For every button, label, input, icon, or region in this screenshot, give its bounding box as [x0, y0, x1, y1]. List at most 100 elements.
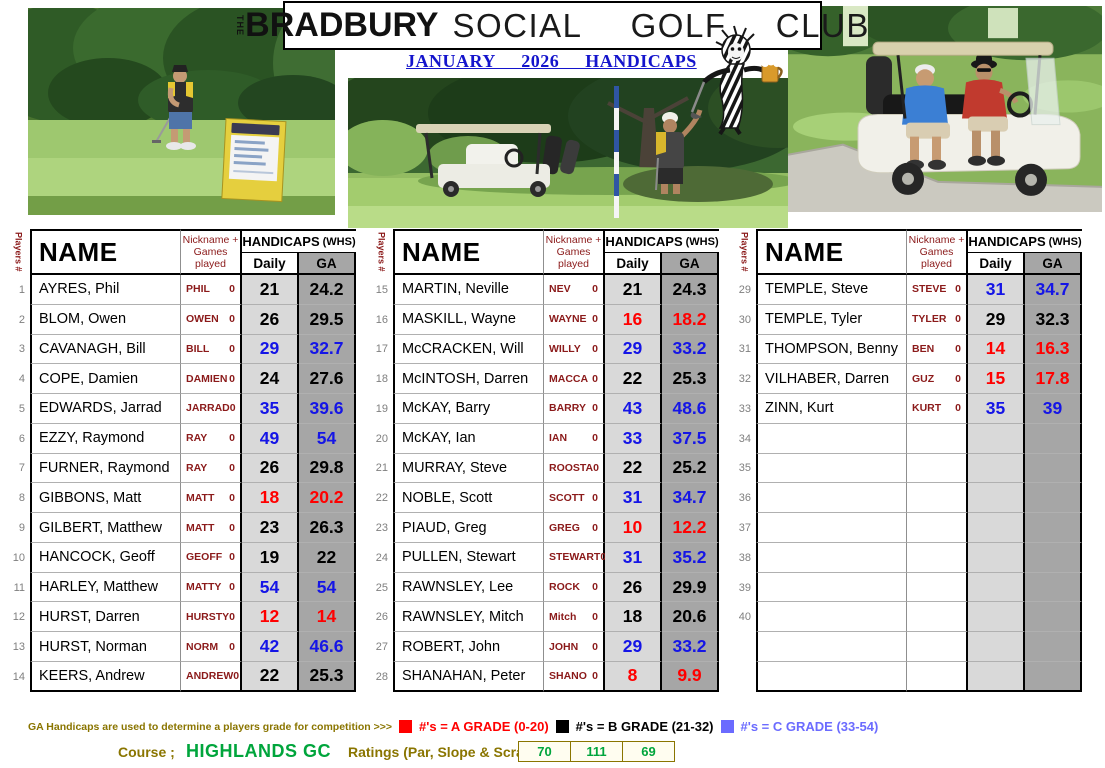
games-played-count: 0 — [955, 313, 961, 326]
ga-column-header: GA — [1025, 253, 1082, 275]
player-nickname: KURT — [912, 402, 942, 415]
player-nickname-cell: MACCA 0 — [544, 364, 605, 395]
ga-column-header: GA — [662, 253, 719, 275]
a-grade-label: #'s = A GRADE (0-20) — [419, 719, 549, 734]
players-number-header: Players # — [376, 232, 387, 272]
games-played-count: 0 — [955, 283, 961, 296]
player-nickname-cell: OWEN 0 — [181, 304, 242, 335]
ga-handicap-value: 22 — [299, 542, 356, 573]
ga-handicap-value — [1025, 453, 1082, 484]
player-number: 29 — [738, 283, 751, 296]
player-name: McINTOSH, Darren — [393, 364, 544, 395]
player-nickname: ROOSTA — [549, 461, 594, 474]
player-nickname: IAN — [549, 432, 568, 445]
handicaps-header: HANDICAPS (WHS) — [242, 229, 356, 253]
handicap-tables: Players # NAME Nickname + Games played H… — [6, 229, 1082, 692]
player-nickname-cell: TYLER 0 — [907, 304, 968, 335]
player-nickname-cell: BILL 0 — [181, 334, 242, 365]
player-number: 39 — [738, 581, 751, 594]
daily-handicap-value: 16 — [605, 304, 662, 335]
ga-handicap-value: 25.3 — [662, 364, 719, 395]
month-handicaps-subtitle: JANUARY 2026 HANDICAPS — [406, 51, 697, 71]
player-name: McCRACKEN, Will — [393, 334, 544, 365]
daily-column-header: Daily — [605, 253, 662, 275]
slope-rating: 111 — [570, 742, 622, 761]
games-played-count: 0 — [592, 640, 598, 653]
player-nickname: HURSTY — [186, 610, 230, 623]
ga-handicap-value: 33.2 — [662, 334, 719, 365]
player-number: 33 — [738, 402, 751, 415]
player-number: 40 — [738, 611, 751, 624]
games-played-count: 0 — [955, 402, 961, 415]
ga-handicap-value: 17.8 — [1025, 364, 1082, 395]
ga-handicap-value: 18.2 — [662, 304, 719, 335]
ratings-boxes: 70 111 69 — [518, 741, 675, 762]
handicap-table-3: Players # NAME Nickname + Games played H… — [732, 229, 1082, 692]
games-played-count: 0 — [592, 432, 598, 445]
ga-handicap-value: 32.3 — [1025, 304, 1082, 335]
player-number: 21 — [375, 462, 388, 475]
player-nickname-cell: WILLY 0 — [544, 334, 605, 365]
daily-handicap-value: 43 — [605, 394, 662, 424]
par-rating: 70 — [537, 744, 552, 759]
player-number: 11 — [13, 581, 25, 594]
daily-handicap-value: 31 — [605, 542, 662, 573]
player-nickname: TYLER — [912, 313, 947, 326]
ga-handicap-value: 12.2 — [662, 513, 719, 543]
player-nickname-cell: RAY 0 — [181, 423, 242, 454]
games-played-count: 0 — [592, 610, 598, 623]
player-nickname: MATT — [186, 491, 215, 504]
ga-handicap-value: 29.8 — [299, 453, 356, 484]
daily-handicap-value: 23 — [242, 513, 299, 543]
daily-handicap-value: 24 — [242, 364, 299, 395]
player-nickname-cell: SCOTT 0 — [544, 483, 605, 514]
player-nickname-cell — [907, 661, 968, 692]
ga-handicap-value: 26.3 — [299, 513, 356, 543]
player-nickname: DAMIEN — [186, 372, 228, 385]
player-nickname-cell: KURT 0 — [907, 394, 968, 424]
player-name: GILBERT, Matthew — [30, 513, 181, 543]
player-nickname: ANDREW — [186, 669, 234, 682]
daily-handicap-value — [968, 483, 1025, 514]
daily-handicap-value: 18 — [605, 602, 662, 633]
title-the: THE — [235, 15, 246, 36]
daily-handicap-value: 14 — [968, 334, 1025, 365]
player-nickname-cell — [907, 423, 968, 454]
games-played-count: 0 — [593, 461, 599, 474]
games-played-count: 0 — [229, 432, 235, 445]
games-played-count: 0 — [229, 521, 235, 534]
player-nickname: NEV — [549, 283, 571, 296]
ga-handicap-value: 24.3 — [662, 275, 719, 305]
player-nickname-cell: STEWART 0 — [544, 542, 606, 573]
player-number: 20 — [375, 432, 388, 445]
player-nickname: JARRAD — [186, 402, 230, 415]
daily-handicap-value: 35 — [242, 394, 299, 424]
games-played-count: 0 — [592, 669, 598, 682]
daily-handicap-value — [968, 632, 1025, 662]
daily-column-header: Daily — [968, 253, 1025, 275]
course-label: Course ; — [118, 744, 175, 760]
games-played-count: 0 — [592, 372, 598, 385]
ga-handicap-value: 14 — [299, 602, 356, 633]
daily-handicap-value: 31 — [605, 483, 662, 514]
player-number: 37 — [738, 522, 751, 534]
handicaps-header: HANDICAPS (WHS) — [605, 229, 719, 253]
player-number: 4 — [18, 373, 25, 386]
games-played-count: 0 — [592, 313, 598, 326]
title-bradbury: BRADBURY — [245, 6, 439, 44]
player-nickname: JOHN — [549, 640, 579, 653]
player-number: 27 — [375, 641, 388, 654]
player-nickname: RAY — [186, 461, 208, 474]
player-number: 15 — [375, 283, 388, 296]
player-name: THOMPSON, Benny — [756, 334, 907, 365]
daily-handicap-value: 29 — [242, 334, 299, 365]
b-grade-label: #'s = B GRADE (21-32) — [575, 719, 714, 734]
player-nickname-cell: ROOSTA 0 — [544, 453, 605, 484]
standing-golfer — [655, 109, 703, 194]
player-number: 10 — [12, 551, 25, 564]
ga-handicap-value: 29.9 — [662, 572, 719, 603]
player-name: ZINN, Kurt — [756, 394, 907, 424]
daily-handicap-value — [968, 661, 1025, 692]
title-social-golf-club: SOCIAL GOLF CLUB — [452, 6, 870, 44]
a-grade-swatch — [399, 720, 413, 733]
